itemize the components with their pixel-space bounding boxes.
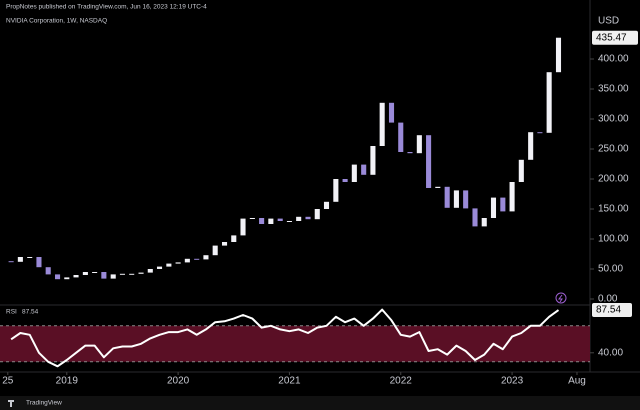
x-tick-label: 2019 xyxy=(56,376,79,387)
candle xyxy=(286,221,292,222)
candle xyxy=(509,182,515,212)
y-tick-label: 50.00 xyxy=(598,264,623,275)
candle xyxy=(398,122,404,152)
publisher: PropNotes published on TradingView.com, … xyxy=(6,4,207,11)
candle xyxy=(528,132,534,160)
y-tick-label: 200.00 xyxy=(598,174,629,185)
x-tick-label: 2020 xyxy=(167,376,190,387)
candle xyxy=(129,273,135,275)
candle xyxy=(259,218,265,224)
candle xyxy=(555,37,562,73)
x-tick-label: 2023 xyxy=(501,376,524,387)
candle xyxy=(463,190,469,209)
candle xyxy=(8,261,14,263)
candle xyxy=(55,274,61,280)
candle xyxy=(351,164,357,182)
candle xyxy=(444,186,450,208)
rsi-band xyxy=(0,325,590,362)
candle xyxy=(342,179,348,182)
candle xyxy=(73,275,79,278)
candle xyxy=(490,197,497,218)
candle xyxy=(240,218,246,236)
rsi-line xyxy=(10,308,560,368)
price-label: 435.47 xyxy=(596,32,627,43)
candle xyxy=(110,274,116,279)
event-icon[interactable] xyxy=(555,292,567,304)
candle xyxy=(101,272,107,279)
candle xyxy=(323,201,330,209)
rsi-label-box xyxy=(592,303,632,318)
symbol: NVIDIA Corporation, 1W, NASDAQ xyxy=(6,18,107,25)
x-tick-label: 2022 xyxy=(390,376,413,387)
candle xyxy=(64,277,70,280)
price-label-box xyxy=(592,30,638,45)
candle xyxy=(472,208,478,227)
logo xyxy=(8,400,14,407)
candle xyxy=(370,146,376,175)
event-icon-bolt xyxy=(558,294,563,303)
x-tick-label: Aug xyxy=(568,376,586,387)
candle xyxy=(453,190,459,208)
candle xyxy=(518,159,524,182)
candle xyxy=(184,258,190,263)
candle xyxy=(361,164,367,175)
candle xyxy=(221,242,228,246)
candle xyxy=(156,266,163,269)
x-tick-label: 25 xyxy=(2,376,14,387)
x-tick-label: 2021 xyxy=(278,376,301,387)
candle xyxy=(268,218,274,224)
y-tick-label: 300.00 xyxy=(598,114,629,125)
candle xyxy=(546,72,552,133)
rsi-tick-label: 40.00 xyxy=(598,347,623,358)
candle xyxy=(388,102,395,123)
candle xyxy=(277,218,283,221)
currency: USD xyxy=(598,16,619,27)
rsi-current: 87.54 xyxy=(22,309,39,316)
candle xyxy=(27,257,33,258)
y-tick-label: 150.00 xyxy=(598,204,629,215)
candle xyxy=(175,262,181,264)
candle xyxy=(407,152,413,154)
candle xyxy=(36,257,42,268)
candle xyxy=(194,258,200,260)
candle xyxy=(231,235,237,242)
candle xyxy=(426,135,432,188)
candle xyxy=(435,186,441,188)
rsi-title: RSI xyxy=(6,309,17,316)
y-tick-label: 350.00 xyxy=(598,84,629,95)
footer-bar xyxy=(0,396,640,410)
candle xyxy=(333,179,339,202)
y-tick-label: 250.00 xyxy=(598,144,629,155)
candle xyxy=(305,216,311,220)
candle xyxy=(500,197,506,212)
footer: TradingView xyxy=(26,400,62,407)
candle xyxy=(45,267,51,275)
candle xyxy=(416,135,422,154)
candle xyxy=(119,273,125,275)
candle xyxy=(212,245,218,256)
candle xyxy=(92,272,98,273)
candle xyxy=(82,272,88,275)
candle xyxy=(17,257,23,262)
rsi-label: 87.54 xyxy=(596,305,621,316)
candle xyxy=(249,218,255,219)
y-tick-label: 0.00 xyxy=(598,294,618,305)
candle xyxy=(379,102,385,146)
candle xyxy=(203,255,209,260)
candle xyxy=(314,209,320,220)
candle xyxy=(166,263,172,267)
candle xyxy=(296,216,302,221)
y-tick-label: 100.00 xyxy=(598,234,629,245)
y-tick-label: 400.00 xyxy=(598,54,629,65)
candle xyxy=(537,132,543,134)
candle xyxy=(138,272,144,274)
candle xyxy=(147,269,153,273)
candle xyxy=(481,218,487,227)
